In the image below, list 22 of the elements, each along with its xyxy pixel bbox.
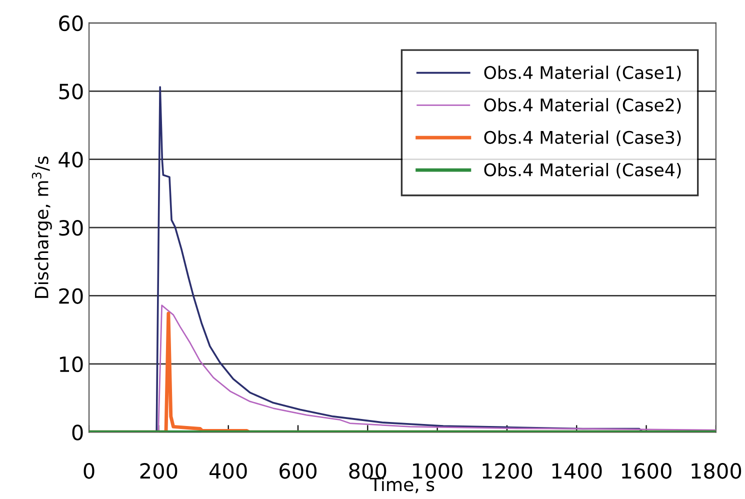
legend-label: Obs.4 Material (Case3): [484, 130, 681, 146]
y-tick-label: 50: [59, 84, 83, 100]
x-tick-label: 1200: [482, 463, 532, 479]
x-tick-label: 200: [140, 463, 178, 479]
x-tick-label: 400: [209, 463, 247, 479]
legend-label: Obs.4 Material (Case2): [484, 98, 681, 114]
y-tick-label: 0: [72, 424, 83, 440]
y-tick-label: 40: [58, 152, 83, 168]
y-axis-title: Discharge, m$^{3}$/s: [32, 156, 52, 298]
x-tick-label: 1800: [692, 463, 742, 479]
y-tick-label: 30: [59, 220, 83, 236]
y-tick-label: 20: [59, 288, 83, 304]
y-tick-label: 60: [59, 15, 83, 32]
x-tick-label: 0: [84, 463, 94, 479]
x-tick-label: 1400: [552, 463, 602, 479]
y-tick-label: 10: [60, 356, 83, 372]
x-tick-label: 600: [280, 463, 316, 479]
x-tick-label: 1600: [622, 463, 672, 479]
legend-label: Obs.4 Material (Case4): [484, 162, 681, 178]
x-tick-label: 1000: [413, 463, 462, 479]
x-tick-label: 800: [349, 463, 386, 479]
legend-label: Obs.4 Material (Case1): [484, 66, 681, 82]
